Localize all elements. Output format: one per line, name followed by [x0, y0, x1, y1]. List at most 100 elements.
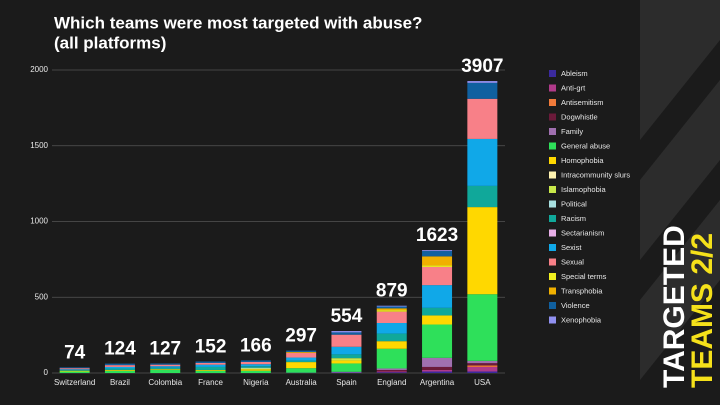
legend-swatch — [549, 244, 556, 251]
bar-segment — [240, 361, 271, 365]
bar-segment — [376, 310, 407, 312]
legend-swatch — [549, 273, 556, 280]
bar-segment — [467, 98, 498, 139]
legend-label: Homophobia — [561, 156, 604, 165]
legend-swatch — [549, 84, 556, 92]
y-tick-label: 1500 — [30, 141, 48, 150]
bar-segment — [104, 363, 135, 366]
legend-swatch — [549, 287, 556, 295]
bar-segment — [59, 369, 90, 371]
bar-segment — [150, 369, 181, 373]
bar-segment — [376, 368, 407, 370]
bar-segment — [104, 366, 135, 369]
legend-swatch — [549, 171, 556, 179]
x-tick-label: Colombia — [148, 378, 182, 387]
legend-label: Political — [561, 199, 587, 208]
bar-segment — [331, 331, 362, 333]
total-label: 152 — [195, 337, 227, 358]
bar-segment — [286, 350, 317, 353]
y-tick-label: 500 — [35, 292, 49, 301]
bar-segment — [150, 369, 181, 370]
bar-segment — [376, 341, 407, 349]
bar-segment — [467, 363, 498, 366]
legend-label: General abuse — [561, 141, 610, 150]
bar-segment — [376, 333, 407, 342]
chart-title: Which teams were most targeted with abus… — [54, 13, 422, 32]
bar-segment — [150, 363, 181, 365]
bar-segment — [240, 367, 271, 369]
legend-label: Intracommunity slurs — [561, 170, 630, 179]
side-label: TEAMS 2/2 — [686, 233, 719, 388]
total-label: 554 — [331, 306, 363, 327]
legend-label: Islamophobia — [561, 185, 606, 194]
bar-segment — [376, 323, 407, 334]
legend-label: Family — [561, 127, 583, 136]
bar-segment — [422, 357, 453, 367]
bar-segment — [59, 371, 90, 373]
bar-segment — [195, 369, 226, 371]
bar-segment — [195, 364, 226, 367]
x-tick-label: Brazil — [110, 378, 130, 387]
legend-label: Racism — [561, 214, 586, 223]
bar-segment — [467, 138, 498, 186]
bar-segment — [104, 365, 135, 367]
bar-segment — [376, 369, 407, 372]
bar-segment — [150, 364, 181, 367]
legend-swatch — [549, 258, 556, 266]
bar-segment — [467, 371, 498, 373]
bar-segment — [467, 365, 498, 367]
chart-subtitle: (all platforms) — [54, 33, 166, 52]
bar-segment — [331, 371, 362, 373]
bar-segment — [331, 360, 362, 364]
legend-label: Antisemitism — [561, 98, 604, 107]
bar-segment — [331, 334, 362, 347]
bar-segment — [467, 82, 498, 99]
legend-swatch — [549, 215, 556, 222]
bar-segment — [240, 369, 271, 371]
bar-segment — [286, 352, 317, 354]
bar-segment — [104, 369, 135, 371]
bar-segment — [240, 368, 271, 370]
legend-swatch — [549, 200, 556, 208]
legend-label: Dogwhistle — [561, 112, 598, 121]
x-tick-label: England — [377, 378, 406, 387]
y-tick-label: 0 — [44, 368, 49, 377]
total-label: 1623 — [416, 225, 458, 246]
bar-segment — [331, 358, 362, 361]
total-label: 124 — [104, 339, 136, 360]
bar-segment — [376, 348, 407, 369]
total-label: 127 — [149, 338, 181, 359]
x-tick-label: Switzerland — [54, 378, 95, 387]
legend-swatch — [549, 229, 556, 237]
bar-segment — [104, 368, 135, 370]
bar-segment — [422, 315, 453, 325]
bar-segment — [331, 332, 362, 335]
legend-label: Special terms — [561, 272, 607, 281]
bar-segment — [376, 372, 407, 373]
bar-segment — [331, 346, 362, 355]
bar-segment — [467, 366, 498, 372]
bar-segment — [104, 370, 135, 373]
bar-segment — [376, 306, 407, 309]
bar-segment — [422, 366, 453, 370]
bar-segment — [422, 251, 453, 257]
bar-segment — [422, 265, 453, 267]
bar-segment — [195, 370, 226, 373]
x-tick-label: France — [198, 378, 223, 387]
bar-segment — [376, 311, 407, 324]
bar-segment — [467, 185, 498, 208]
total-label: 166 — [240, 335, 272, 356]
bar-segment — [422, 250, 453, 252]
bar-segment — [422, 285, 453, 308]
legend-label: Violence — [561, 301, 590, 310]
bar-segment — [195, 366, 226, 370]
x-tick-label: Australia — [286, 378, 318, 387]
bar-segment — [150, 367, 181, 370]
bar-segment — [150, 366, 181, 368]
bar-segment — [240, 370, 271, 373]
bar-segment — [422, 307, 453, 316]
legend-label: Anti-grt — [561, 83, 586, 92]
legend-label: Sexist — [561, 243, 582, 252]
legend-swatch — [549, 99, 556, 106]
